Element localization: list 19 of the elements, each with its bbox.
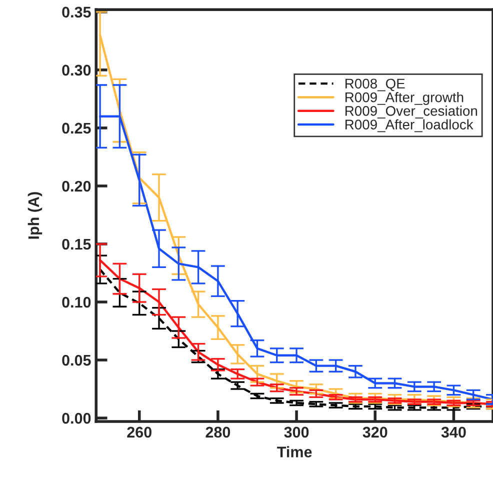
x-tick-label: 320 [362, 426, 388, 438]
x-tick-label: 260 [127, 426, 152, 438]
y-axis-title: Iph (A) [28, 192, 42, 239]
y-tick-label: 0.05 [62, 354, 91, 366]
legend-label: R009_Over_cesiation [346, 106, 478, 118]
y-tick-label: 0.20 [62, 180, 91, 192]
y-tick-label: 0.10 [62, 296, 91, 308]
legend-label: R009_After_loadlock [346, 119, 474, 132]
y-tick-label: 0.35 [62, 6, 91, 18]
legend-label: R009_After_growth [346, 92, 464, 105]
x-tick-label: 280 [206, 426, 230, 438]
y-tick-label: 0.15 [62, 238, 91, 250]
legend-label: R008_QE [346, 78, 405, 92]
x-tick-label: 340 [441, 426, 466, 438]
x-axis-title: Time [277, 446, 312, 458]
x-tick-label: 300 [284, 426, 309, 438]
y-tick-label: 0.25 [62, 122, 91, 134]
y-tick-label: 0.00 [62, 412, 91, 424]
y-tick-label: 0.30 [62, 64, 91, 76]
